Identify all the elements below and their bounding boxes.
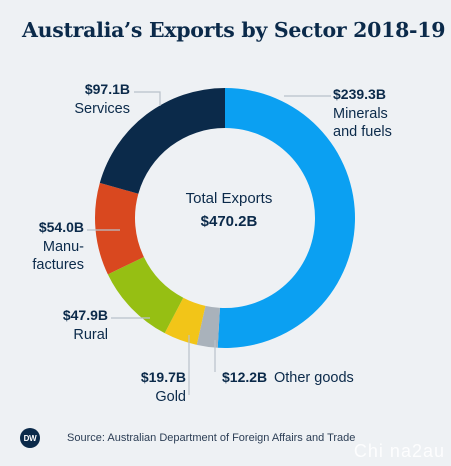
slice-minerals [217,88,355,348]
chart-title: Australia’s Exports by Sector 2018-19 [22,18,446,42]
slice-label-minerals-2: and fuels [333,124,392,140]
slice-label-manufactures-1: Manu- [43,239,84,255]
dw-logo: DW [20,428,40,448]
slice-gold [164,297,206,345]
slice-manufactures [95,182,144,275]
center-value: $470.2B [201,213,258,230]
slice-value-manufactures: $54.0B [39,219,84,235]
slice-label-gold: Gold [155,389,186,405]
slice-value-services: $97.1B [85,81,130,97]
center-label: Total Exports [186,190,273,207]
slice-value-other: $12.2B [222,369,267,385]
leader-lines [87,91,331,395]
slice-label-services: Services [74,101,130,117]
slice-rural [107,257,184,334]
slice-value-gold: $19.7B [141,369,186,385]
leader-services [134,91,161,106]
slice-services [99,88,225,194]
slice-label-rural: Rural [73,327,108,343]
slice-value-rural: $47.9B [63,307,108,323]
slice-label-minerals-1: Minerals [333,106,388,122]
watermark: Chi na2au [353,441,445,461]
donut-slices [95,88,355,348]
source-note: Source: Australian Department of Foreign… [67,432,356,444]
slice-value-minerals: $239.3B [333,86,386,102]
slice-other [196,305,220,348]
slice-label-manufactures-2: factures [32,257,84,273]
footer: DW Source: Australian Department of Fore… [20,428,355,448]
slice-label-other: Other goods [274,370,354,386]
